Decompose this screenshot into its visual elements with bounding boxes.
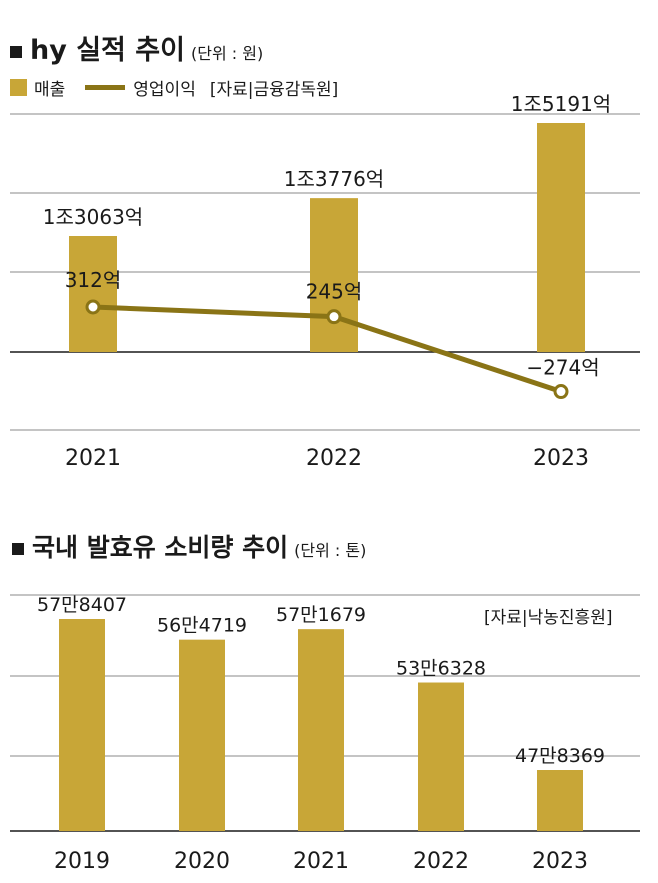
chart1-source: [자료|금융감독원]	[209, 80, 339, 100]
chart1-x-tick: 2023	[533, 446, 589, 471]
consumption-bar	[418, 682, 464, 831]
operating-profit-point	[85, 299, 101, 315]
consumption-label: 47만8369	[515, 745, 605, 767]
legend-line-label: 영업이익	[133, 80, 196, 100]
chart1-x-tick: 2021	[65, 446, 121, 471]
operating-profit-point	[553, 384, 569, 400]
chart1-x-tick: 2022	[306, 446, 362, 471]
operating-profit-label: 245억	[306, 280, 363, 304]
operating-profit-label: −274억	[526, 356, 599, 380]
chart1-legend: 매출 영업이익 [자료|금융감독원]	[10, 75, 338, 100]
consumption-label: 56만4719	[157, 615, 247, 637]
title-square-icon	[10, 45, 22, 58]
chart1-title-text: hy 실적 추이	[30, 35, 185, 66]
chart2-unit: (단위 : 톤)	[294, 541, 367, 560]
revenue-bar	[69, 236, 117, 352]
chart2-x-tick: 2020	[174, 849, 230, 874]
operating-profit-label: 312억	[65, 268, 122, 292]
chart2-x-tick: 2019	[54, 849, 110, 874]
legend-line-swatch	[85, 85, 126, 90]
revenue-label: 1조5191억	[511, 92, 611, 116]
consumption-bar	[537, 770, 583, 831]
chart1-title: hy 실적 추이 (단위 : 원)	[10, 28, 263, 67]
chart2-title-text: 국내 발효유 소비량 추이	[32, 533, 289, 562]
consumption-bar	[298, 629, 344, 831]
revenue-bar	[537, 123, 585, 352]
chart2-x-tick: 2021	[293, 849, 349, 874]
consumption-bar	[179, 639, 225, 831]
operating-profit-point	[326, 309, 342, 325]
consumption-bar	[59, 619, 105, 831]
consumption-label: 53만6328	[396, 658, 486, 680]
legend-bar-label: 매출	[34, 80, 66, 100]
chart2-x-tick: 2023	[532, 849, 588, 874]
revenue-bar	[310, 198, 358, 352]
consumption-label: 57만8407	[37, 594, 127, 616]
title-square-icon	[12, 543, 24, 555]
legend-bar-swatch	[10, 79, 27, 96]
consumption-label: 57만1679	[276, 604, 366, 626]
chart1-unit: (단위 : 원)	[190, 44, 264, 63]
chart2-source: [자료|낙농진흥원]	[484, 608, 613, 628]
chart2-title: 국내 발효유 소비량 추이 (단위 : 톤)	[12, 528, 366, 564]
revenue-label: 1조3776억	[284, 167, 384, 191]
revenue-label: 1조3063억	[43, 205, 143, 229]
chart2-x-tick: 2022	[413, 849, 469, 874]
